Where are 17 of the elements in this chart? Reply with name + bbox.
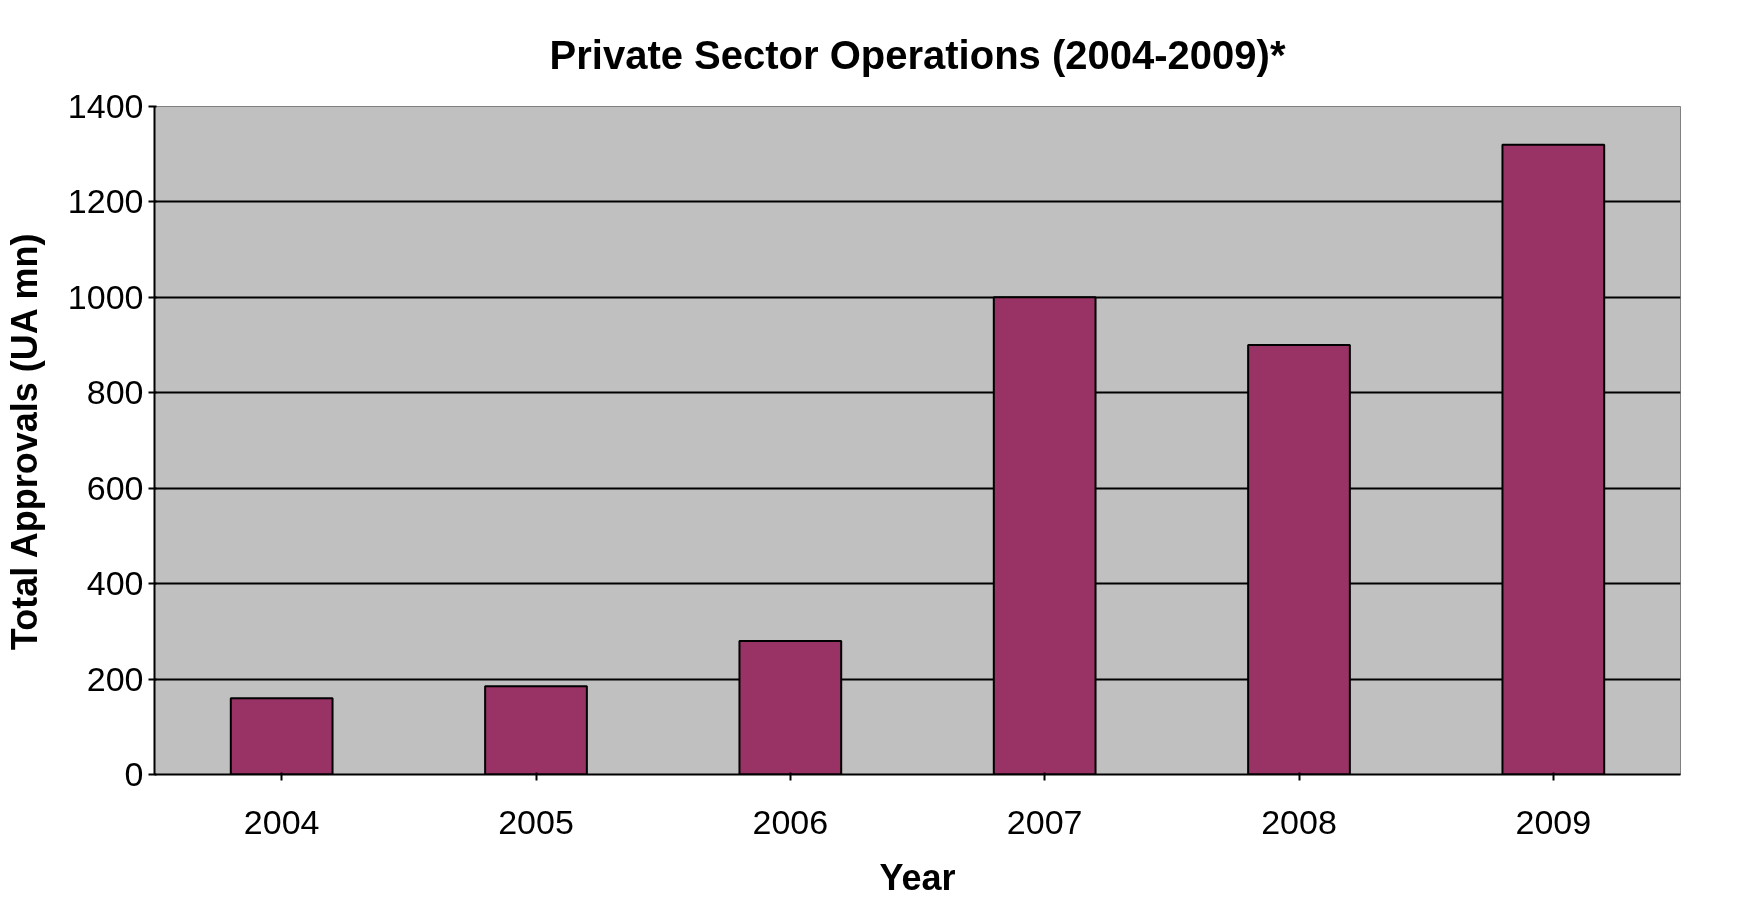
y-tick-label: 1000 (67, 277, 144, 316)
x-tick-label: 2008 (1261, 802, 1337, 841)
x-axis-title: Year (879, 856, 956, 898)
x-tick-label: 2009 (1515, 802, 1592, 841)
y-tick-label: 800 (86, 373, 144, 412)
y-tick-label: 200 (86, 659, 144, 698)
y-axis-title: Total Approvals (UA mn) (3, 233, 45, 651)
x-tick-label: 2005 (498, 802, 574, 841)
y-tick-label: 1200 (67, 182, 144, 221)
chart-title: Private Sector Operations (2004-2009)* (549, 32, 1286, 77)
x-tick-label: 2004 (243, 802, 320, 841)
x-tick-label: 2007 (1006, 802, 1083, 841)
y-tick-label: 0 (124, 755, 144, 793)
x-tick-label: 2006 (752, 802, 829, 841)
y-tick-label: 400 (86, 564, 144, 603)
y-tick-label: 600 (86, 468, 144, 507)
y-tick-label: 1400 (67, 87, 144, 125)
